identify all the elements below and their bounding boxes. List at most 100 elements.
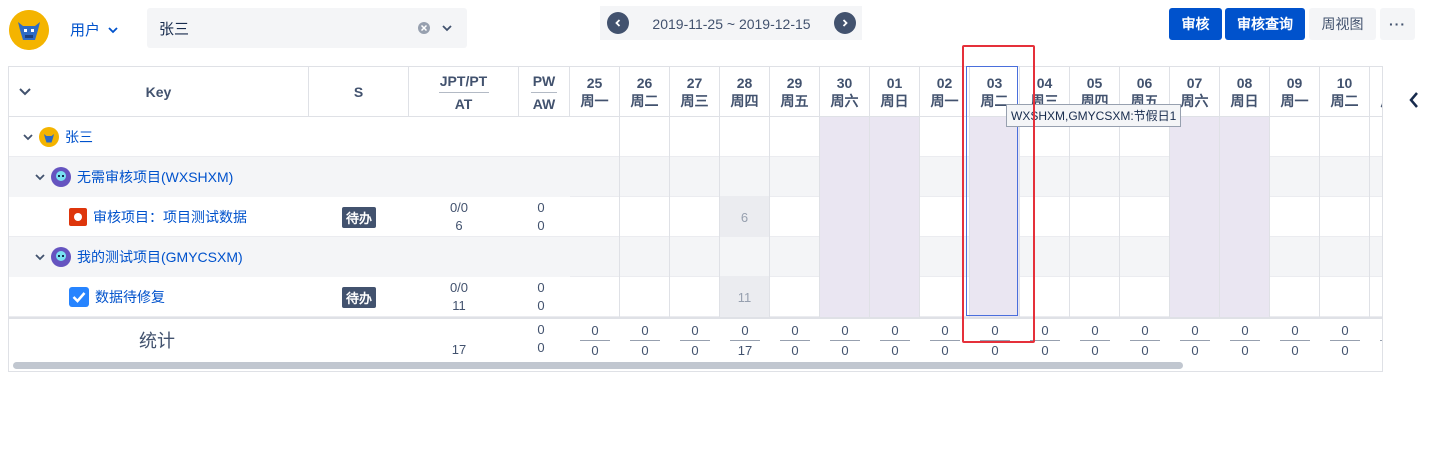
- day-cell[interactable]: [1370, 117, 1382, 157]
- day-cell[interactable]: [870, 277, 920, 317]
- day-cell[interactable]: [570, 117, 620, 157]
- chevron-down-icon[interactable]: [35, 252, 45, 262]
- day-cell[interactable]: [870, 117, 920, 157]
- day-cell[interactable]: [670, 237, 720, 277]
- user-type-dropdown[interactable]: 用户: [70, 19, 118, 40]
- day-cell[interactable]: [1320, 197, 1370, 237]
- task-row-label[interactable]: 数据待修复: [69, 277, 165, 317]
- day-cell[interactable]: [1070, 117, 1120, 157]
- day-cell[interactable]: [1020, 197, 1070, 237]
- day-cell[interactable]: [1270, 237, 1320, 277]
- day-cell[interactable]: [1370, 277, 1382, 317]
- day-cell[interactable]: [970, 237, 1020, 277]
- day-cell[interactable]: [1120, 157, 1170, 197]
- day-cell[interactable]: [570, 277, 620, 317]
- horizontal-scrollbar[interactable]: [9, 359, 1382, 371]
- day-cell[interactable]: [620, 117, 670, 157]
- day-cell[interactable]: [1070, 277, 1120, 317]
- day-cell[interactable]: [920, 197, 970, 237]
- day-cell[interactable]: [820, 237, 870, 277]
- day-cell[interactable]: [820, 117, 870, 157]
- day-cell[interactable]: [1270, 157, 1320, 197]
- day-cell[interactable]: [670, 117, 720, 157]
- day-cell[interactable]: [770, 237, 820, 277]
- day-cell[interactable]: [920, 117, 970, 157]
- more-button[interactable]: ···: [1380, 8, 1415, 40]
- chevron-down-icon[interactable]: [35, 172, 45, 182]
- project-row-label[interactable]: 我的测试项目(GMYCSXM): [35, 237, 243, 277]
- project-row-label[interactable]: 无需审核项目(WXSHXM): [35, 157, 233, 197]
- day-cell[interactable]: [670, 197, 720, 237]
- day-cell[interactable]: [570, 157, 620, 197]
- day-cell[interactable]: [620, 157, 670, 197]
- day-cell[interactable]: [1220, 237, 1270, 277]
- day-cell[interactable]: [820, 157, 870, 197]
- day-cell[interactable]: [770, 157, 820, 197]
- day-cell[interactable]: [1320, 237, 1370, 277]
- day-cell[interactable]: [1020, 237, 1070, 277]
- day-cell[interactable]: [1070, 237, 1120, 277]
- day-cell[interactable]: [770, 197, 820, 237]
- day-cell[interactable]: [1220, 197, 1270, 237]
- day-cell[interactable]: [1370, 237, 1382, 277]
- day-cell[interactable]: 11: [720, 277, 770, 317]
- day-cell[interactable]: [870, 157, 920, 197]
- day-cell[interactable]: [620, 197, 670, 237]
- day-cell[interactable]: [720, 157, 770, 197]
- day-cell[interactable]: [1020, 117, 1070, 157]
- day-cell[interactable]: [820, 277, 870, 317]
- day-cell[interactable]: [1120, 237, 1170, 277]
- day-cell[interactable]: [1370, 197, 1382, 237]
- day-cell[interactable]: [870, 237, 920, 277]
- day-cell[interactable]: [1070, 197, 1120, 237]
- user-row-label[interactable]: 张三: [23, 117, 93, 157]
- day-cell[interactable]: [920, 157, 970, 197]
- clear-icon[interactable]: [417, 21, 431, 35]
- day-cell[interactable]: [1220, 157, 1270, 197]
- task-row-label[interactable]: 审核项目：项目测试数据: [69, 197, 247, 237]
- day-cell[interactable]: [670, 157, 720, 197]
- date-range-display[interactable]: 2019-11-25 ~ 2019-12-15: [641, 8, 822, 40]
- scrollbar-thumb[interactable]: [13, 362, 1183, 369]
- chevron-down-icon[interactable]: [441, 22, 453, 34]
- day-cell[interactable]: [970, 197, 1020, 237]
- day-cell[interactable]: [720, 117, 770, 157]
- day-cell[interactable]: [820, 197, 870, 237]
- day-cell[interactable]: [1020, 277, 1070, 317]
- day-cell[interactable]: [1120, 197, 1170, 237]
- key-column-header[interactable]: Key: [9, 67, 309, 117]
- day-cell[interactable]: [920, 237, 970, 277]
- day-cell[interactable]: [1120, 277, 1170, 317]
- day-cell[interactable]: [1270, 277, 1320, 317]
- day-cell[interactable]: [1220, 277, 1270, 317]
- day-cell[interactable]: 6: [720, 197, 770, 237]
- day-cell[interactable]: [1270, 117, 1320, 157]
- chevron-down-icon[interactable]: [19, 87, 31, 97]
- chevron-left-icon[interactable]: [1406, 90, 1422, 110]
- day-cell[interactable]: [1320, 117, 1370, 157]
- day-cell[interactable]: [920, 277, 970, 317]
- prev-period-button[interactable]: [607, 12, 629, 34]
- day-cell[interactable]: [770, 117, 820, 157]
- day-cell[interactable]: [1320, 277, 1370, 317]
- day-cell[interactable]: [620, 277, 670, 317]
- day-cell[interactable]: [1170, 277, 1220, 317]
- day-cell[interactable]: [1170, 237, 1220, 277]
- day-cell[interactable]: [620, 237, 670, 277]
- day-cell[interactable]: [1220, 117, 1270, 157]
- day-cell[interactable]: [770, 277, 820, 317]
- next-period-button[interactable]: [834, 12, 856, 34]
- day-cell[interactable]: [970, 277, 1020, 317]
- day-cell[interactable]: [570, 197, 620, 237]
- day-cell[interactable]: [1170, 197, 1220, 237]
- day-cell[interactable]: [1170, 157, 1220, 197]
- audit-query-button[interactable]: 审核查询: [1225, 8, 1305, 40]
- day-cell[interactable]: [1120, 117, 1170, 157]
- day-cell[interactable]: [1270, 197, 1320, 237]
- day-cell[interactable]: [870, 197, 920, 237]
- chevron-down-icon[interactable]: [23, 132, 33, 142]
- day-cell[interactable]: [570, 237, 620, 277]
- audit-button[interactable]: 审核: [1169, 8, 1222, 40]
- day-cell[interactable]: [720, 237, 770, 277]
- day-cell[interactable]: [1020, 157, 1070, 197]
